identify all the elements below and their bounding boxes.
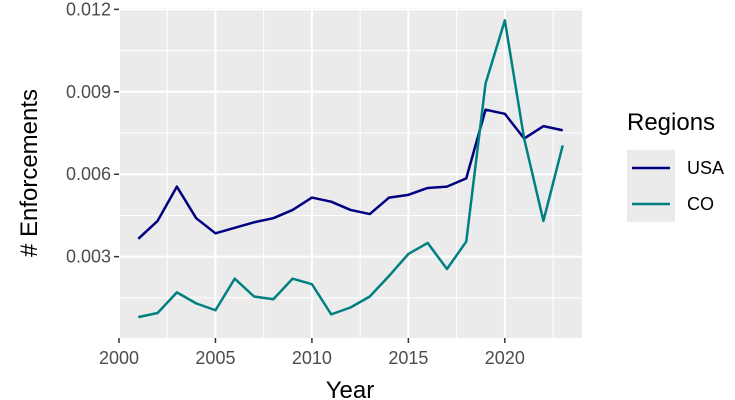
x-tick-label: 2020 (485, 348, 525, 368)
x-axis: 2000 2005 2010 2015 2020 (99, 338, 525, 368)
legend-label-usa: USA (687, 158, 724, 178)
x-tick-label: 2005 (195, 348, 235, 368)
x-axis-title: Year (326, 377, 375, 400)
x-tick-label: 2000 (99, 348, 139, 368)
y-axis-title: # Enforcements (16, 89, 43, 257)
series-lines (137, 19, 564, 319)
y-tick-label: 0.012 (66, 0, 111, 19)
legend: Regions USA CO (627, 109, 724, 222)
y-tick-label: 0.006 (66, 164, 111, 184)
legend-label-co: CO (687, 194, 714, 214)
y-tick-label: 0.009 (66, 82, 111, 102)
legend-title: Regions (627, 109, 715, 136)
major-grid (118, 8, 582, 338)
x-tick-label: 2010 (292, 348, 332, 368)
y-axis: 0.003 0.006 0.009 0.012 (66, 0, 119, 267)
series-line-co (138, 19, 564, 319)
y-tick-label: 0.003 (66, 247, 111, 267)
x-tick-label: 2015 (388, 348, 428, 368)
panel-background (119, 8, 582, 338)
series-line-usa (137, 108, 563, 240)
